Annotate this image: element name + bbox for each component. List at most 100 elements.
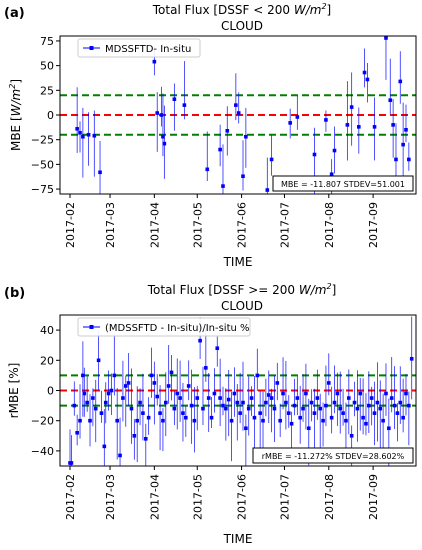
data-point — [123, 384, 128, 388]
data-point — [132, 434, 137, 438]
data-point — [152, 59, 157, 64]
data-point — [249, 396, 254, 400]
panel-b: (b) Total Flux [DSSF >= 200 W/m2] CLOUD −40… — [4, 282, 417, 546]
chart-title-unit: W/m — [294, 3, 322, 17]
y-tick-label: −20 — [31, 415, 54, 428]
data-point — [401, 142, 405, 147]
data-point — [69, 461, 74, 465]
data-point — [238, 411, 242, 415]
data-point — [155, 111, 160, 115]
x-tick-label: 2017-09 — [367, 202, 380, 248]
data-point — [375, 400, 380, 405]
data-point — [112, 373, 117, 378]
data-point — [387, 426, 391, 431]
stats-box: MBE = -11.807 STDEV=51.001 — [272, 175, 414, 192]
data-point — [235, 400, 240, 405]
chart-title-close: ] — [332, 283, 337, 297]
chart-title-main: Total Flux [DSSF >= 200 — [147, 283, 299, 297]
data-point — [163, 400, 168, 405]
data-point — [389, 396, 394, 400]
y-axis-label-unit: W/m — [9, 89, 23, 117]
data-point — [407, 157, 411, 162]
data-point — [146, 415, 151, 420]
x-axis-label: TIME — [223, 255, 253, 269]
y-tick-label: −40 — [31, 445, 54, 458]
data-point — [184, 415, 188, 420]
y-axis-label-unit-exponent: 2 — [8, 84, 17, 89]
data-point — [221, 403, 225, 408]
panel-a: (a) Total Flux [DSSF < 200 W/m2]CLOUD−75−… — [4, 2, 417, 269]
data-point — [318, 406, 323, 411]
chart-title: Total Flux [DSSF < 200 W/m2] — [152, 2, 331, 17]
x-tick-label: 2017-06 — [236, 202, 249, 248]
data-point — [115, 418, 119, 423]
data-point — [218, 147, 222, 152]
data-point — [186, 384, 191, 388]
chart-title-main: Total Flux [DSSF < 200 — [152, 3, 294, 17]
y-axis-label-close: ] — [9, 79, 23, 84]
data-point — [352, 400, 357, 405]
data-point — [391, 123, 395, 127]
y-tick-label: 40 — [40, 324, 54, 337]
data-point — [162, 141, 167, 146]
y-tick-label: 0 — [47, 385, 54, 398]
data-point — [241, 174, 245, 179]
data-point — [82, 391, 87, 396]
data-point — [258, 411, 262, 415]
data-point — [335, 391, 340, 396]
legend: (MDSSFTD - In-situ)/In-situ % — [77, 317, 251, 337]
data-point — [86, 132, 91, 137]
y-tick-label: 50 — [40, 60, 54, 73]
chart-subtitle: CLOUD — [221, 299, 263, 313]
data-point — [329, 415, 334, 420]
x-tick-label: 2017-05 — [191, 202, 204, 248]
data-point — [338, 406, 343, 411]
x-tick-label: 2017-03 — [104, 202, 117, 248]
y-tick-label: 0 — [47, 109, 54, 122]
data-point — [72, 403, 77, 408]
data-point — [192, 418, 197, 423]
data-point — [266, 393, 271, 397]
data-point — [78, 418, 82, 423]
data-points — [75, 36, 411, 192]
data-point — [121, 396, 125, 400]
data-point — [135, 418, 140, 423]
data-point — [264, 400, 268, 405]
y-tick-label: −75 — [31, 183, 54, 196]
data-point — [265, 188, 270, 192]
data-point — [392, 403, 397, 408]
data-point — [326, 381, 331, 385]
x-tick-label: 2017-02 — [64, 474, 77, 520]
data-point — [252, 415, 257, 420]
data-point — [103, 400, 108, 405]
data-point — [232, 391, 237, 396]
x-axis-label: TIME — [223, 532, 253, 546]
x-tick-label: 2017-05 — [191, 474, 204, 520]
data-point — [378, 406, 383, 411]
data-point — [298, 415, 302, 420]
data-point — [301, 406, 305, 411]
y-axis: −40 −20 0 20 40 — [31, 324, 60, 458]
chart-title-unit: W/m — [299, 283, 327, 297]
data-point — [404, 391, 408, 396]
data-point — [395, 411, 400, 415]
data-point — [93, 406, 98, 411]
data-point — [372, 411, 377, 415]
data-point — [198, 338, 202, 343]
data-point — [332, 148, 337, 153]
data-point — [218, 396, 222, 400]
chart-title-unit-exponent: 2 — [326, 282, 331, 291]
data-point — [401, 415, 405, 420]
data-point — [91, 396, 95, 400]
data-point — [344, 418, 348, 423]
y-tick-label: 75 — [40, 35, 54, 48]
data-point — [129, 406, 134, 411]
data-point — [384, 36, 388, 40]
data-point — [372, 125, 377, 129]
x-axis: 2017-02 2017-03 2017-04 2017-05 2017-06 2017-… — [64, 194, 380, 248]
data-point — [394, 157, 398, 162]
x-tick-label: 2017-08 — [323, 202, 336, 248]
data-point — [261, 418, 265, 423]
data-point — [234, 103, 238, 107]
x-tick-label: 2017-04 — [148, 474, 161, 520]
